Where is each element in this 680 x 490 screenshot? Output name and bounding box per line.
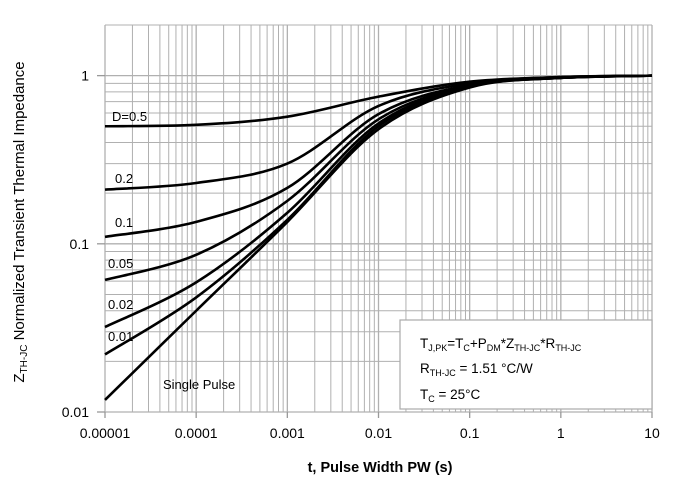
x-tick-label: 0.00001 [80,425,131,441]
y-tick-label: 1 [81,68,89,84]
x-tick-label: 10 [644,425,660,441]
x-tick-label: 0.0001 [175,425,218,441]
formula-line-3: TC = 25°C [420,387,481,404]
formula-box: TJ,PK=TC+PDM*ZTH-JC*RTH-JC RTH-JC = 1.51… [399,319,653,410]
curve-label-d02: 0.2 [115,171,133,186]
curve-label-d05: D=0.5 [112,109,147,124]
y-tick-label: 0.01 [62,404,89,420]
formula-line-1: TJ,PK=TC+PDM*ZTH-JC*RTH-JC [420,336,582,353]
curve-label-single-pulse: Single Pulse [163,377,235,392]
x-tick-label: 0.1 [460,425,480,441]
y-tick-label: 0.1 [70,236,90,252]
tick-labels: 0.00001 0.0001 0.001 0.01 0.1 1 10 0.01 0.1 1 [62,68,660,441]
curve-label-d005: 0.05 [108,256,133,271]
curve-label-d001: 0.01 [108,329,133,344]
x-tick-label: 0.01 [365,425,392,441]
y-axis-label: ZTH-JC Normalized Transient Thermal Impe… [11,61,30,382]
formula-line-2: RTH-JC = 1.51 °C/W [420,361,533,378]
curve-label-d002: 0.02 [108,297,133,312]
curve-label-d01: 0.1 [115,215,133,230]
x-tick-label: 1 [557,425,565,441]
x-tick-label: 0.001 [270,425,305,441]
x-axis-label: t, Pulse Width PW (s) [308,460,453,476]
curves [104,74,653,401]
curve-single-pulse [104,74,653,401]
